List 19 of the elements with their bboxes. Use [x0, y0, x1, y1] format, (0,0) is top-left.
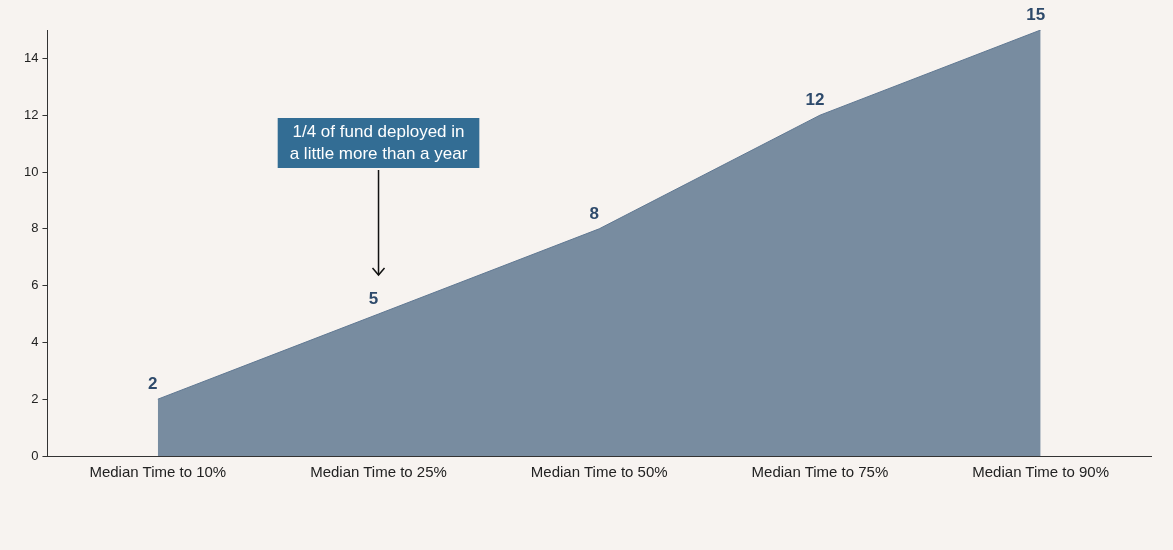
y-tick-label: 8	[31, 220, 39, 236]
y-tick-label: 12	[23, 106, 39, 122]
x-tick-label: Median Time to 75%	[751, 463, 889, 481]
y-tick-label: 10	[23, 163, 39, 179]
y-tick-label: 14	[23, 49, 39, 65]
y-tick-label: 6	[31, 277, 39, 293]
x-tick-label: Median Time to 50%	[530, 463, 668, 481]
data-label: 2	[148, 374, 158, 394]
x-tick-label: Median Time to 25%	[310, 463, 447, 481]
x-tick-label: Median Time to 10%	[89, 463, 227, 481]
y-tick-label: 4	[31, 333, 39, 349]
y-tick-label: 0	[31, 447, 39, 463]
annotation: 1/4 of fund deployed in a little more than a year	[289, 121, 468, 163]
data-label: 5	[368, 289, 379, 309]
data-label: 8	[589, 203, 599, 223]
data-label: 15	[1026, 5, 1046, 25]
data-label: 12	[805, 90, 825, 110]
x-tick-label: Median Time to 90%	[972, 463, 1110, 481]
y-tick-label: 2	[31, 390, 39, 406]
